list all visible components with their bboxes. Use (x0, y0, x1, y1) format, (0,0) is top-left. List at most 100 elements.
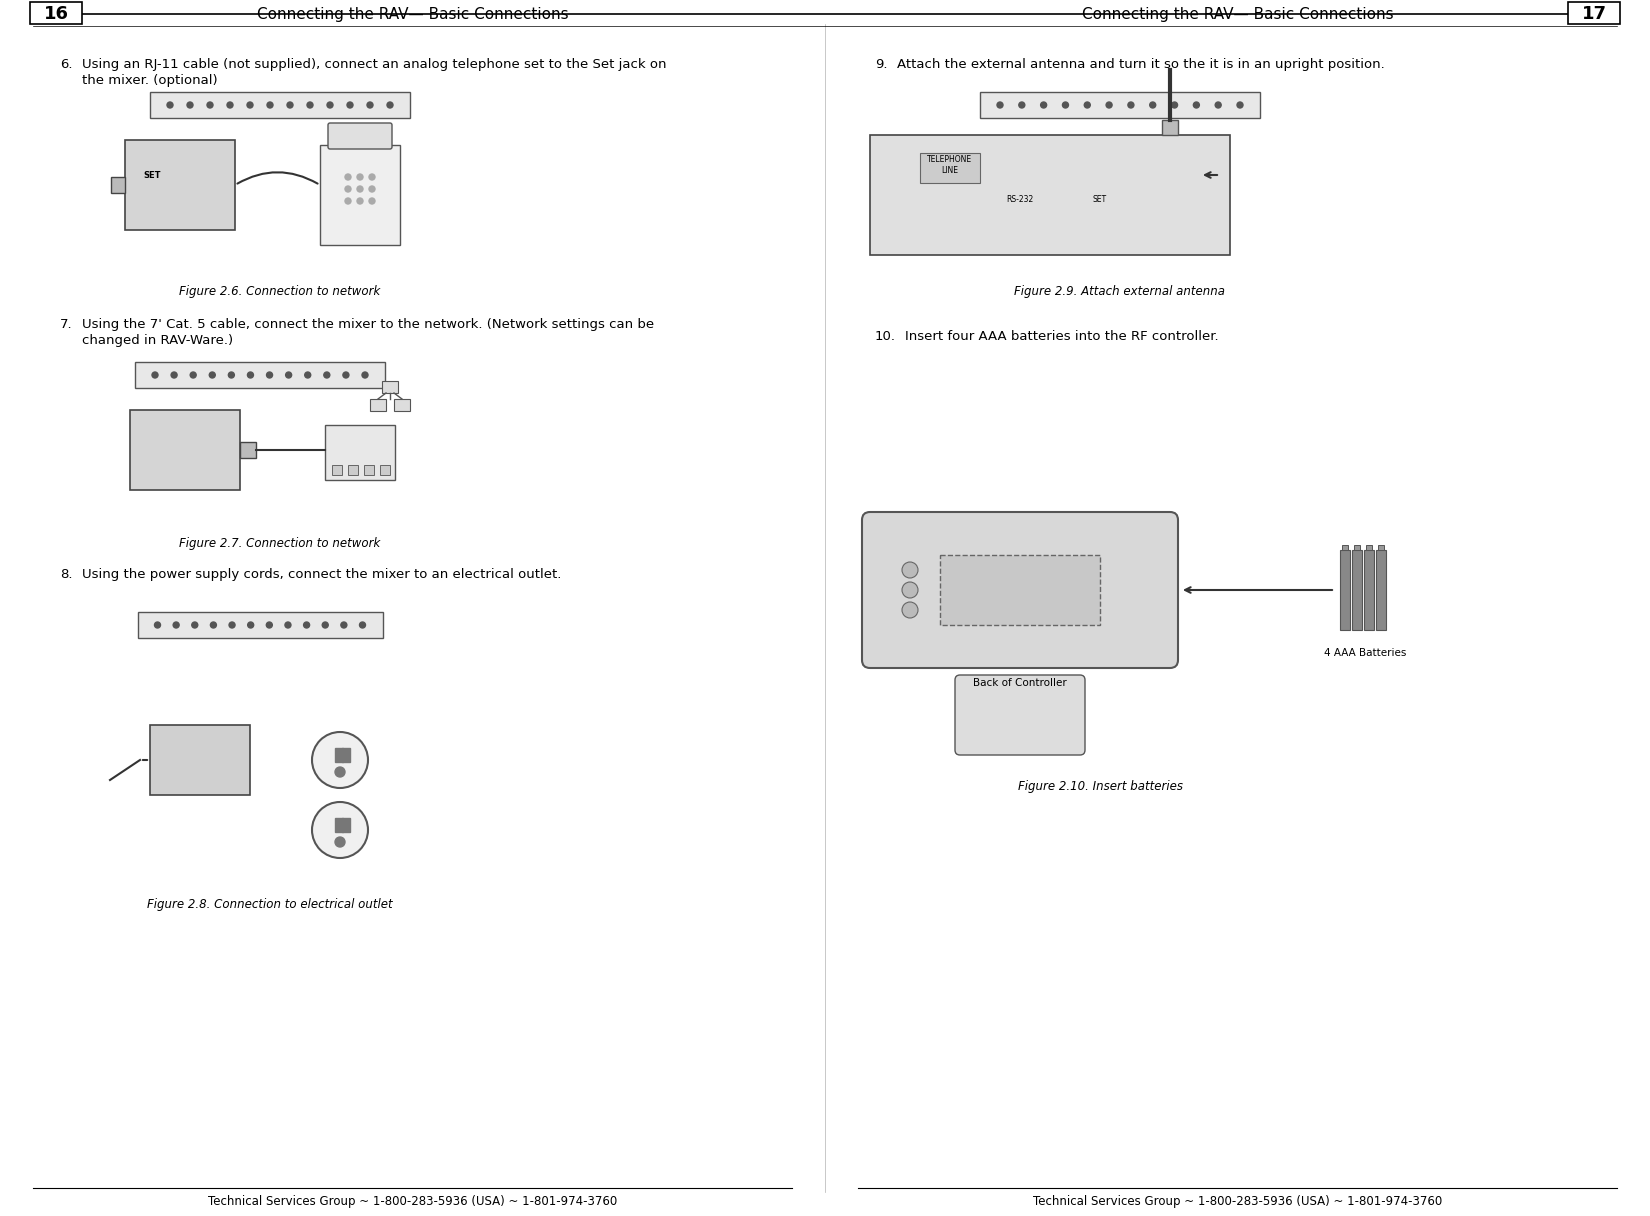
FancyBboxPatch shape (328, 123, 393, 150)
Circle shape (228, 372, 234, 378)
Circle shape (903, 602, 917, 618)
Circle shape (1018, 102, 1025, 108)
Bar (980, 92, 1261, 118)
Circle shape (1172, 102, 1178, 108)
Circle shape (1063, 102, 1069, 108)
Circle shape (1129, 102, 1134, 108)
Text: 10.: 10. (874, 330, 896, 343)
Bar (1366, 545, 1373, 550)
Circle shape (287, 102, 294, 108)
Bar (1378, 545, 1384, 550)
Circle shape (370, 198, 375, 204)
Circle shape (360, 623, 366, 627)
Circle shape (345, 174, 351, 180)
Circle shape (1238, 102, 1242, 108)
Circle shape (356, 174, 363, 180)
Circle shape (248, 623, 254, 627)
Circle shape (167, 102, 173, 108)
Circle shape (1214, 102, 1221, 108)
Bar (1162, 120, 1178, 135)
Text: Using the 7' Cat. 5 cable, connect the mixer to the network. (Network settings c: Using the 7' Cat. 5 cable, connect the m… (82, 319, 653, 331)
Bar (335, 818, 343, 832)
Circle shape (307, 102, 314, 108)
Text: the mixer. (optional): the mixer. (optional) (82, 74, 218, 88)
Circle shape (312, 803, 368, 858)
Bar (1341, 545, 1348, 550)
Circle shape (285, 623, 290, 627)
Bar (1365, 550, 1374, 630)
Circle shape (1106, 102, 1112, 108)
Circle shape (343, 372, 348, 378)
Bar (150, 725, 251, 795)
Bar (335, 748, 343, 762)
Bar (1376, 550, 1386, 630)
Text: Using the power supply cords, connect the mixer to an electrical outlet.: Using the power supply cords, connect th… (82, 568, 561, 581)
Circle shape (1041, 102, 1046, 108)
Circle shape (1150, 102, 1155, 108)
Circle shape (248, 102, 252, 108)
Circle shape (172, 372, 177, 378)
Text: Attach the external antenna and turn it so the it is in an upright position.: Attach the external antenna and turn it … (898, 58, 1384, 71)
Text: Figure 2.9. Attach external antenna: Figure 2.9. Attach external antenna (1015, 285, 1226, 298)
Circle shape (323, 372, 330, 378)
Bar (130, 410, 239, 490)
Circle shape (229, 623, 234, 627)
Circle shape (345, 186, 351, 192)
Bar (325, 426, 394, 480)
Text: 9.: 9. (874, 58, 888, 71)
Circle shape (388, 102, 393, 108)
Circle shape (997, 102, 1003, 108)
Circle shape (206, 102, 213, 108)
Circle shape (248, 372, 254, 378)
Text: Insert four AAA batteries into the RF controller.: Insert four AAA batteries into the RF co… (904, 330, 1219, 343)
Bar (342, 748, 350, 762)
Bar (342, 818, 350, 832)
Circle shape (186, 102, 193, 108)
Bar (1355, 545, 1360, 550)
Circle shape (345, 198, 351, 204)
Bar (370, 399, 386, 411)
Circle shape (211, 623, 216, 627)
Circle shape (190, 372, 196, 378)
Bar (1351, 550, 1361, 630)
Bar (348, 465, 358, 475)
Text: TELEPHONE
LINE: TELEPHONE LINE (927, 156, 972, 175)
Circle shape (1193, 102, 1200, 108)
Circle shape (210, 372, 215, 378)
Circle shape (903, 582, 917, 598)
Circle shape (903, 562, 917, 578)
Circle shape (228, 102, 233, 108)
Text: Figure 2.10. Insert batteries: Figure 2.10. Insert batteries (1018, 779, 1183, 793)
Text: 8.: 8. (59, 568, 73, 581)
Text: Connecting the RAV— Basic Connections: Connecting the RAV— Basic Connections (257, 6, 568, 22)
Circle shape (312, 732, 368, 788)
Circle shape (335, 767, 345, 777)
Text: 6.: 6. (59, 58, 73, 71)
Bar (125, 140, 234, 230)
Text: Technical Services Group ~ 1-800-283-5936 (USA) ~ 1-801-974-3760: Technical Services Group ~ 1-800-283-593… (208, 1195, 617, 1209)
Circle shape (152, 372, 158, 378)
Circle shape (322, 623, 328, 627)
FancyBboxPatch shape (861, 512, 1178, 668)
Circle shape (266, 623, 272, 627)
Circle shape (305, 372, 310, 378)
Text: 7.: 7. (59, 319, 73, 331)
Circle shape (191, 623, 198, 627)
Text: Using an RJ-11 cable (not supplied), connect an analog telephone set to the Set : Using an RJ-11 cable (not supplied), con… (82, 58, 667, 71)
Text: RS-232: RS-232 (1006, 196, 1033, 204)
Circle shape (370, 174, 375, 180)
Text: Back of Controller: Back of Controller (974, 679, 1068, 688)
Circle shape (366, 102, 373, 108)
Bar (320, 145, 399, 244)
Bar (383, 381, 398, 393)
Circle shape (304, 623, 310, 627)
Circle shape (173, 623, 180, 627)
Bar (135, 362, 384, 388)
Bar (940, 554, 1101, 625)
Circle shape (1084, 102, 1091, 108)
Bar (239, 441, 256, 458)
Circle shape (361, 372, 368, 378)
Bar (921, 153, 980, 182)
Circle shape (267, 102, 272, 108)
Text: Connecting the RAV— Basic Connections: Connecting the RAV— Basic Connections (1082, 6, 1393, 22)
